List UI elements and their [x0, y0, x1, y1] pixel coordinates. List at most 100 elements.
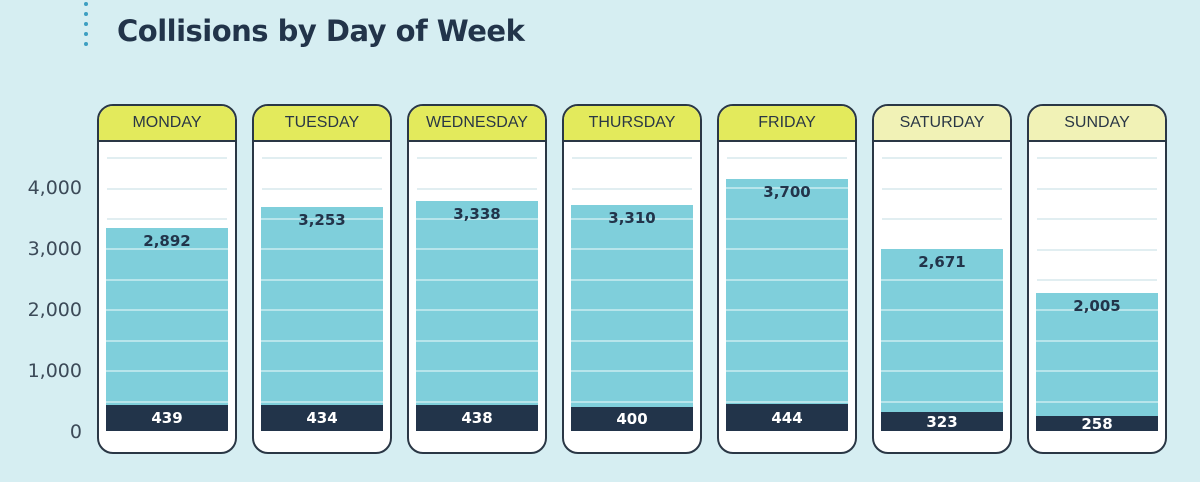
bar-gridline: [416, 400, 538, 403]
bar-gridline: [261, 278, 383, 281]
bar-gridline: [106, 248, 228, 251]
bar-gridline: [571, 248, 693, 251]
day-card: WEDNESDAY 438 3,338: [407, 104, 547, 454]
bar-gridline: [1036, 400, 1158, 403]
bar-segment-light: [1036, 293, 1158, 417]
bar-value-label: 2,005: [1073, 297, 1121, 316]
y-tick-label: 0: [69, 421, 82, 443]
day-label: FRIDAY: [719, 106, 855, 142]
title-decoration-dots: [84, 0, 90, 48]
bar-gridline: [881, 370, 1003, 373]
bar-gridline: [261, 400, 383, 403]
gridline: [1037, 248, 1157, 251]
bar-value-label: 2,892: [143, 232, 191, 251]
gridline: [882, 157, 1002, 159]
day-card: SUNDAY 258 2,005: [1027, 104, 1167, 454]
bar-value-label: 400: [616, 410, 648, 429]
bar-gridline: [726, 339, 848, 342]
day-label: WEDNESDAY: [409, 106, 545, 142]
day-card: TUESDAY 434 3,253: [252, 104, 392, 454]
bar-value-label: 2,671: [918, 252, 966, 271]
bar-gridline: [416, 248, 538, 251]
bar-gridline: [106, 339, 228, 342]
day-label: SUNDAY: [1029, 106, 1165, 142]
bar-gridline: [571, 309, 693, 312]
bar-segment-light: [416, 201, 538, 406]
bar-gridline: [261, 217, 383, 220]
gridline: [107, 187, 227, 190]
bar-gridline: [726, 187, 848, 190]
gridline: [1037, 218, 1157, 220]
bar-gridline: [571, 400, 693, 403]
bar-gridline: [261, 309, 383, 312]
bar-gridline: [726, 400, 848, 403]
bar-value-label: 439: [151, 409, 183, 428]
bar-gridline: [881, 309, 1003, 312]
bar-gridline: [726, 370, 848, 373]
day-label: SATURDAY: [874, 106, 1010, 142]
bar-segment-light: [571, 205, 693, 409]
bar-gridline: [726, 309, 848, 312]
day-label: THURSDAY: [564, 106, 700, 142]
gridline: [882, 218, 1002, 220]
bar-value-label: 444: [771, 408, 803, 427]
bar-gridline: [261, 339, 383, 342]
bar-gridline: [571, 370, 693, 373]
bar-gridline: [881, 400, 1003, 403]
bar-gridline: [416, 278, 538, 281]
y-tick-label: 2,000: [27, 299, 82, 321]
bar-segment-light: [881, 248, 1003, 413]
bar-value-label: 258: [1081, 414, 1113, 433]
bar-value-label: 434: [306, 409, 338, 428]
bar-gridline: [881, 339, 1003, 342]
bar-value-label: 438: [461, 409, 493, 428]
bar-gridline: [571, 339, 693, 342]
gridline: [1037, 187, 1157, 190]
bar-gridline: [416, 370, 538, 373]
bar-segment-dark: 323: [881, 411, 1003, 432]
y-axis: 0 1,000 2,000 3,000 4,000: [0, 0, 90, 482]
gridline: [262, 187, 382, 190]
bar-segment-light: [261, 206, 383, 406]
chart-title: Collisions by Day of Week: [117, 14, 525, 48]
bar-segment-dark: 439: [106, 404, 228, 432]
day-card: FRIDAY 444 3,700: [717, 104, 857, 454]
bar-value-label: 323: [926, 412, 958, 431]
bar-value-label: 3,338: [453, 205, 501, 224]
day-label: MONDAY: [99, 106, 235, 142]
bar-gridline: [106, 278, 228, 281]
bar-gridline: [881, 278, 1003, 281]
day-label: TUESDAY: [254, 106, 390, 142]
day-card: THURSDAY 400 3,310: [562, 104, 702, 454]
bar-gridline: [726, 217, 848, 220]
gridline: [727, 157, 847, 159]
gridline: [417, 157, 537, 159]
bar-value-label: 3,700: [763, 182, 811, 201]
bar-segment-dark: 400: [571, 407, 693, 432]
bar-value-label: 3,253: [298, 210, 346, 229]
bar-gridline: [1036, 370, 1158, 373]
bar-gridline: [571, 278, 693, 281]
bar-gridline: [416, 309, 538, 312]
gridline: [1037, 279, 1157, 281]
day-card: SATURDAY 323 2,671: [872, 104, 1012, 454]
bar-gridline: [726, 278, 848, 281]
gridline: [572, 187, 692, 190]
bar-gridline: [571, 217, 693, 220]
y-tick-label: 1,000: [27, 360, 82, 382]
day-card: MONDAY 439 2,892: [97, 104, 237, 454]
bar-segment-light: [106, 228, 228, 406]
bar-value-label: 3,310: [608, 209, 656, 228]
gridline: [417, 187, 537, 190]
bar-gridline: [1036, 339, 1158, 342]
bar-segment-light: [726, 178, 848, 406]
bar-gridline: [106, 309, 228, 312]
bar-segment-dark: 434: [261, 405, 383, 432]
gridline: [882, 187, 1002, 190]
gridline: [107, 218, 227, 220]
bar-segment-dark: 438: [416, 404, 538, 432]
bar-segment-dark: 444: [726, 404, 848, 432]
bar-gridline: [416, 217, 538, 220]
gridline: [1037, 157, 1157, 159]
y-tick-label: 4,000: [27, 177, 82, 199]
